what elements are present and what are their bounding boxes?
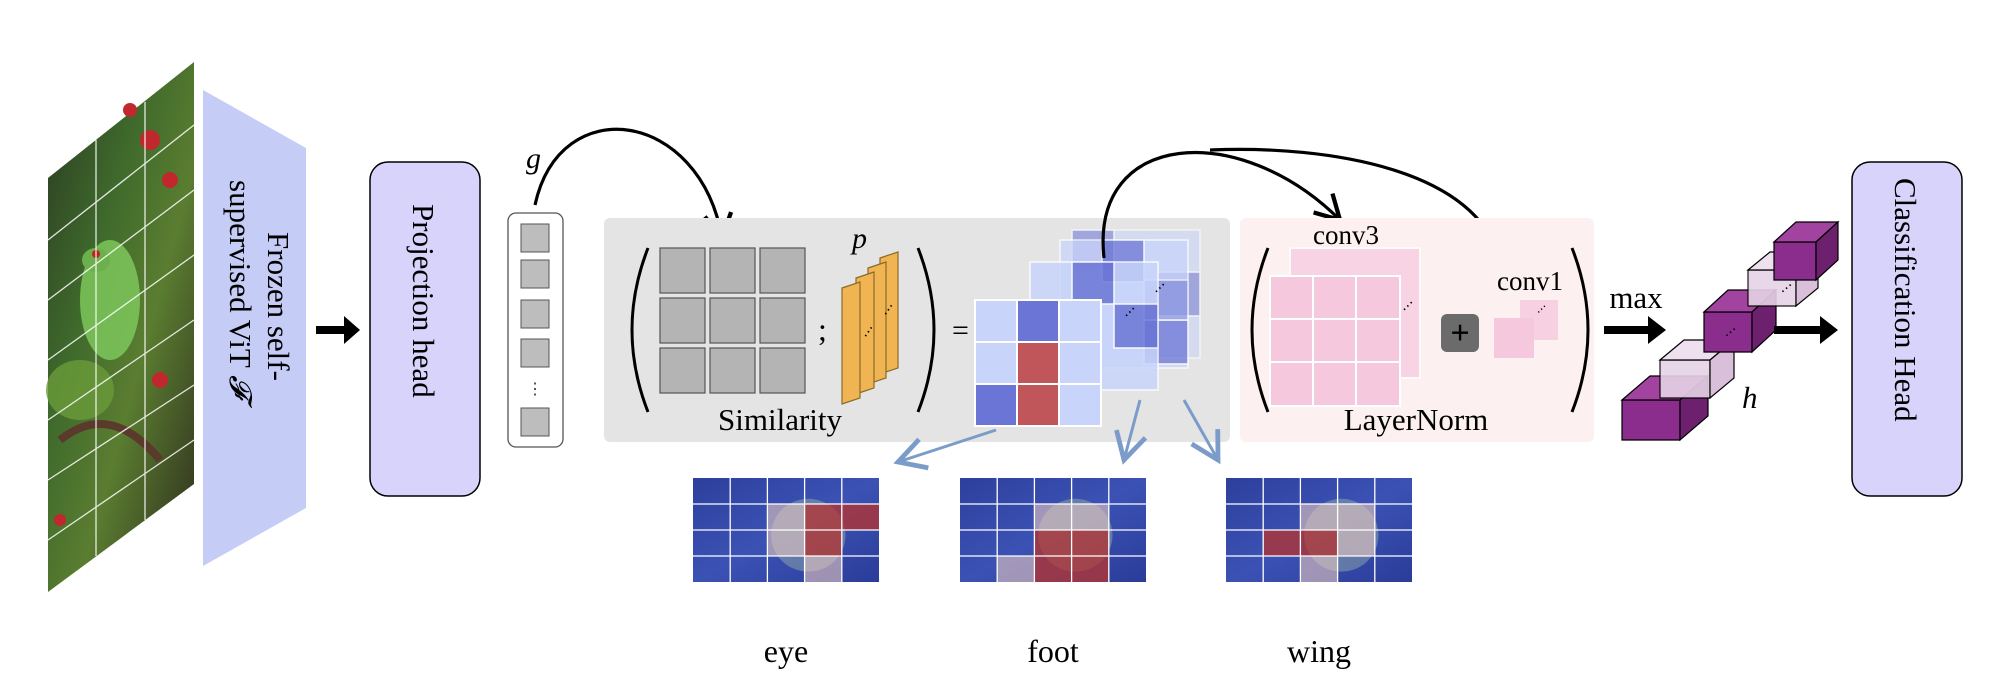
- similarity-map-stack: ⋯ ⋯: [974, 229, 1201, 427]
- arrow-g-to-similarity: [533, 127, 734, 243]
- h-label: h: [1742, 380, 1758, 415]
- part-map-arrows: [893, 399, 1221, 471]
- layernorm-panel: ⋯ conv3 + ⋯ conv1 LayerNorm: [1240, 218, 1594, 442]
- layernorm-label: LayerNorm: [1344, 402, 1489, 437]
- svg-text:+: +: [1450, 315, 1469, 352]
- part-label-wing: wing: [1287, 633, 1351, 669]
- feature-vector-g: ⋮: [507, 212, 564, 448]
- max-label: max: [1609, 280, 1663, 315]
- plus-icon: [1441, 314, 1479, 352]
- g-label: g: [526, 142, 541, 175]
- arrow-to-conv3: [1101, 151, 1344, 259]
- arrow-to-projection: [316, 316, 360, 344]
- arrow-to-classification: [1774, 316, 1838, 344]
- part-label-foot: foot: [1027, 633, 1079, 669]
- similarity-label: Similarity: [718, 402, 843, 437]
- semicolon: ;: [818, 311, 827, 347]
- part-label-eye: eye: [764, 633, 808, 669]
- part-map-eye: eye: [693, 478, 879, 669]
- frozen-vit-block: Frozen self- supervised ViT 𝓕: [203, 90, 306, 566]
- vit-label-line1: Frozen self-: [261, 232, 296, 381]
- classification-label: Classification Head: [1888, 178, 1923, 422]
- arrow-to-max: [1604, 316, 1666, 344]
- equals-sign: =: [952, 314, 969, 347]
- conv1-label: conv1: [1497, 266, 1563, 296]
- projection-label: Projection head: [406, 204, 441, 398]
- part-map-foot: foot: [960, 478, 1146, 669]
- conv3-label: conv3: [1313, 220, 1379, 250]
- prototype-stack: [841, 251, 899, 405]
- input-image: [46, 62, 195, 592]
- classification-head: Classification Head: [1851, 161, 1963, 497]
- projection-head: Projection head: [369, 161, 481, 497]
- part-map-wing: wing: [1226, 478, 1412, 669]
- h-cube-stack: [1620, 220, 1840, 442]
- vit-label-line2: supervised ViT 𝓕: [223, 180, 258, 409]
- p-label: p: [850, 222, 867, 255]
- svg-text:⋮: ⋮: [527, 381, 543, 398]
